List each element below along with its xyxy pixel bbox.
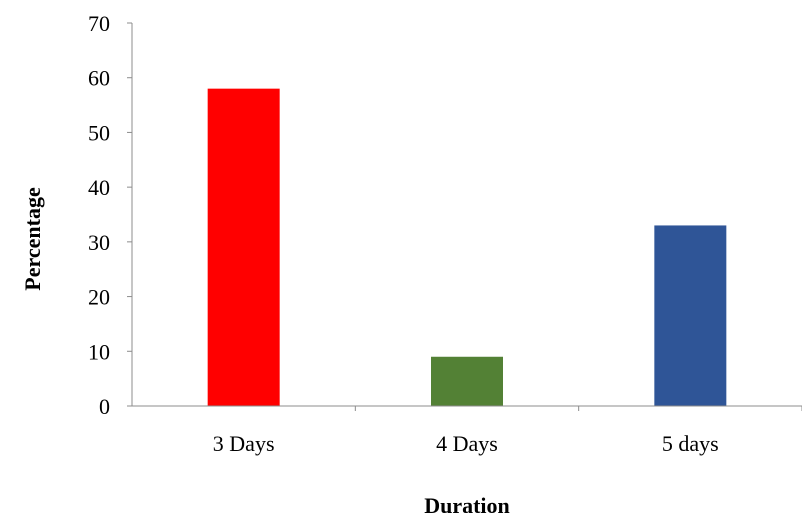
y-axis-ticks: 0 10 20 30 40 50 60 70 xyxy=(88,11,132,419)
x-axis-title: Duration xyxy=(424,493,510,518)
y-axis-title: Percentage xyxy=(20,187,45,291)
y-tick-label: 30 xyxy=(88,230,110,255)
y-tick-label: 10 xyxy=(88,339,110,364)
bar-4-days xyxy=(431,357,503,406)
y-tick-label: 60 xyxy=(88,66,110,91)
y-tick-label: 70 xyxy=(88,11,110,36)
x-axis-ticks: 3 Days 4 Days 5 days xyxy=(213,406,802,456)
x-tick-label: 5 days xyxy=(662,431,719,456)
bars xyxy=(208,89,727,406)
y-tick-label: 40 xyxy=(88,175,110,200)
x-tick-label: 3 Days xyxy=(213,431,275,456)
y-tick-label: 50 xyxy=(88,120,110,145)
x-tick-label: 4 Days xyxy=(436,431,498,456)
y-tick-label: 0 xyxy=(99,394,110,419)
bar-5-days xyxy=(654,225,726,406)
y-tick-label: 20 xyxy=(88,285,110,310)
bar-3-days xyxy=(208,89,280,406)
